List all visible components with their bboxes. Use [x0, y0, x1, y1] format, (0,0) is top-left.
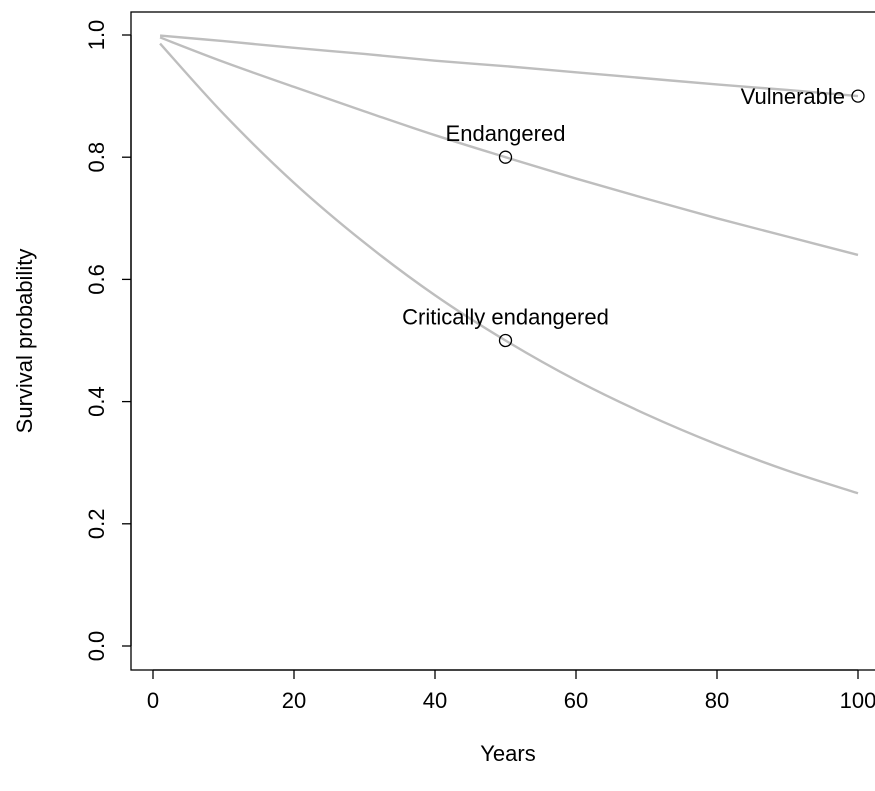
- x-tick-label: 0: [147, 688, 159, 713]
- x-tick-label: 80: [705, 688, 729, 713]
- y-tick-label: 0.4: [84, 386, 109, 417]
- x-axis: 0 20 40 60 80 100: [147, 669, 875, 713]
- y-tick-label: 1.0: [84, 20, 109, 51]
- point-marker: [498, 333, 513, 348]
- survival-curve: [159, 34, 859, 98]
- y-tick-label: 0.2: [84, 509, 109, 540]
- survival-curve: [159, 36, 859, 257]
- series-layer: [159, 34, 859, 495]
- y-tick-label: 0.8: [84, 142, 109, 173]
- y-tick-label: 0.6: [84, 264, 109, 295]
- y-axis-label: Survival probability: [12, 249, 37, 434]
- point-marker: [498, 150, 513, 164]
- y-tick-label: 0.0: [84, 631, 109, 662]
- points-layer: Vulnerable Endangered Critically endangere…: [402, 84, 865, 348]
- x-tick-label: 20: [282, 688, 306, 713]
- point-label: Endangered: [446, 121, 566, 146]
- x-tick-label: 100: [840, 688, 875, 713]
- x-tick-label: 60: [564, 688, 588, 713]
- point-label: Vulnerable: [741, 84, 845, 109]
- x-axis-label: Years: [480, 741, 535, 766]
- y-axis: 0.0 0.2 0.4 0.6 0.8 1.0: [84, 20, 132, 662]
- plot-frame: [130, 11, 875, 671]
- point-label: Critically endangered: [402, 305, 609, 330]
- x-tick-label: 40: [423, 688, 447, 713]
- point-marker: [851, 89, 865, 103]
- survival-curve: [159, 42, 859, 495]
